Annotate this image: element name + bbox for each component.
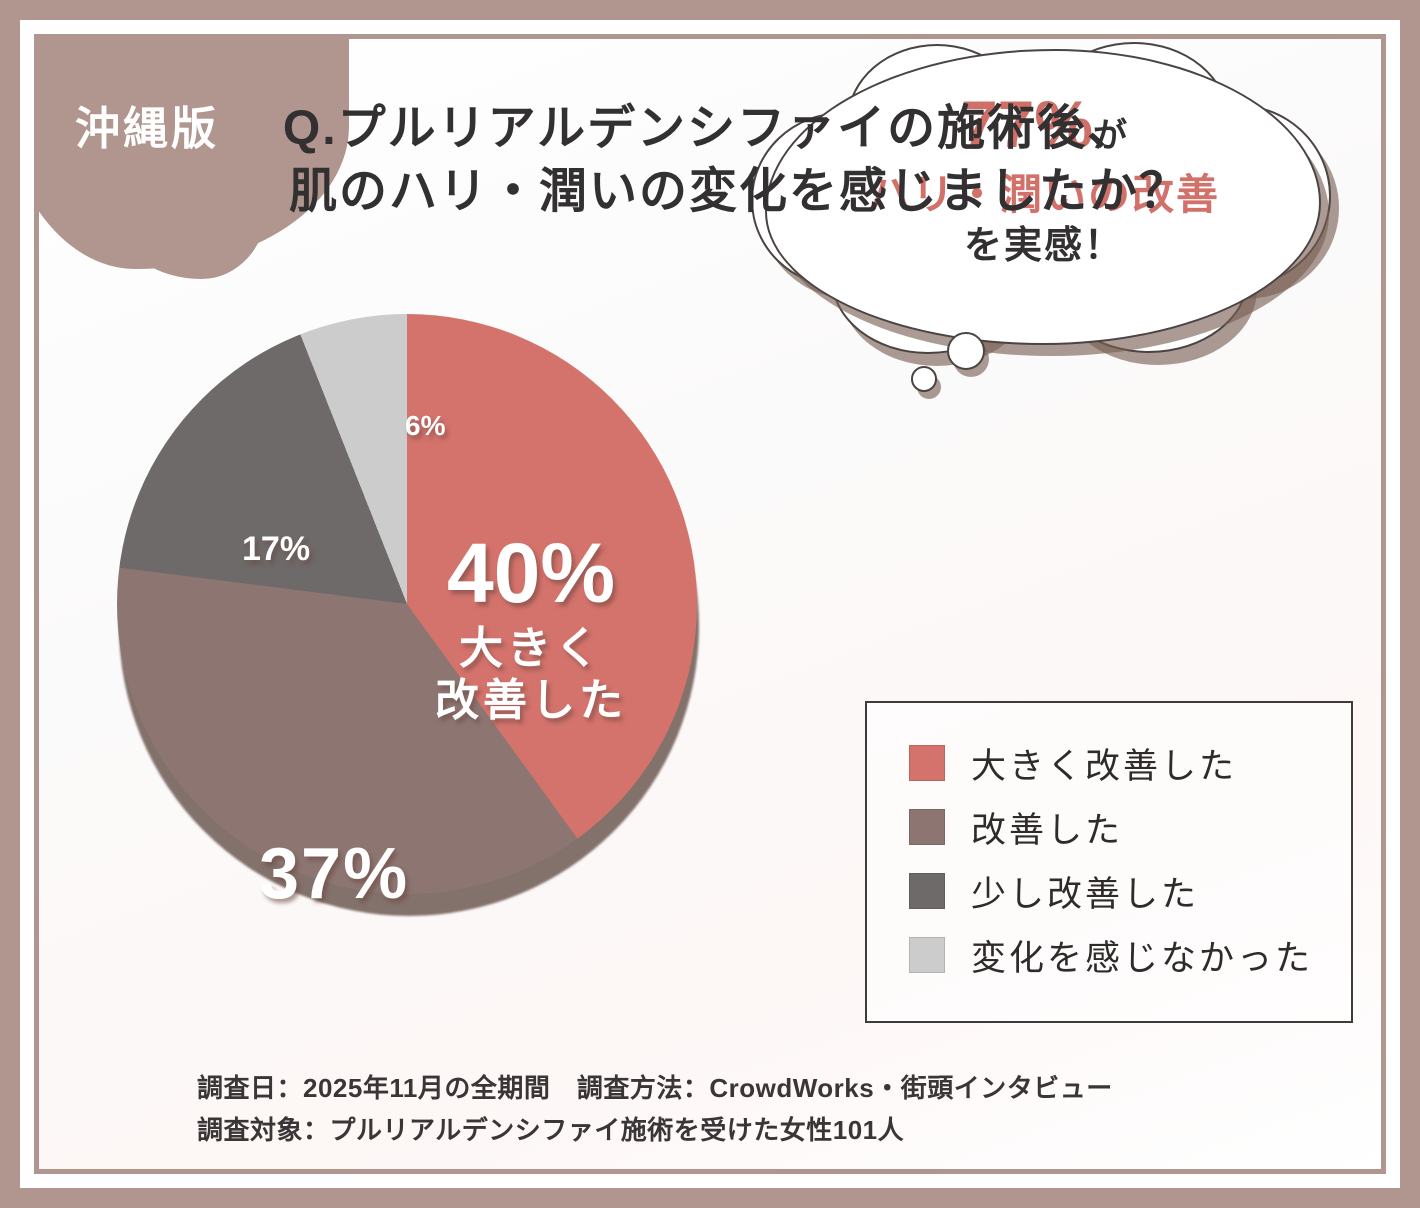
bubble-tail-dot-large	[947, 332, 985, 370]
legend-label-0: 大きく改善した	[971, 746, 1238, 786]
legend-item-1: 改善した	[909, 795, 1351, 859]
highlight-speech-bubble: 77%が ハリ・潤いの改善 を実感！	[739, 39, 1359, 414]
survey-footnote: 調査日：2025年11月の全期間 調査方法：CrowdWorks・街頭インタビュ…	[197, 1067, 1297, 1151]
survey-footnote-line-1: 調査日：2025年11月の全期間 調査方法：CrowdWorks・街頭インタビュ…	[197, 1073, 1113, 1103]
legend-swatch-icon-1	[909, 809, 945, 845]
legend-swatch-icon-3	[909, 937, 945, 973]
bubble-tail-dot-small	[911, 366, 937, 392]
bubble-line-1: 77%が	[739, 82, 1349, 168]
legend-label-1: 改善した	[971, 810, 1124, 850]
pie-slice-value-c: 17%	[242, 530, 311, 568]
legend-item-0: 大きく改善した	[909, 731, 1351, 795]
page-title-line-1: Q.プルリアルデンシファイの施術後、	[282, 102, 1138, 155]
bubble-inner-fill	[777, 74, 1307, 324]
page-title-line-2: 肌のハリ・潤いの変化を感じましたか？	[288, 165, 1189, 219]
legend-label-2: 少し改善した	[971, 874, 1200, 914]
legend-swatch-icon-0	[909, 745, 945, 781]
bubble-line-2: ハリ・潤いの改善	[867, 170, 1220, 218]
legend-label-3: 変化を感じなかった	[971, 938, 1314, 978]
infographic-canvas: 沖縄版 Q.プルリアルデンシファイの施術後、 肌のハリ・潤いの変化を感じましたか…	[39, 39, 1381, 1169]
pie-chart: 40% 大きく 改善した 37% 17% 6%	[117, 314, 717, 934]
bubble-percent-value: 77%	[960, 87, 1094, 161]
chart-legend: 大きく改善した 改善した 少し改善した 変化を感じなかった	[865, 701, 1353, 1023]
legend-item-3: 変化を感じなかった	[909, 923, 1351, 987]
legend-item-2: 少し改善した	[909, 859, 1351, 923]
pie-slice-value-b: 37%	[259, 834, 410, 914]
pie-chart-disc	[117, 314, 697, 894]
pie-slice-value-d: 6%	[405, 410, 446, 441]
pie-slice-label-primary: 40% 大きく 改善した	[435, 524, 627, 727]
pie-slice-sub-a-2: 改善した	[435, 676, 627, 726]
pie-slice-value-a: 40%	[446, 526, 616, 620]
frame-inner-border	[34, 34, 1386, 1174]
bubble-text-block: 77%が ハリ・潤いの改善 を実感！	[739, 82, 1349, 272]
survey-footnote-line-2: 調査対象：プルリアルデンシファイ施術を受けた女性101人	[197, 1115, 905, 1146]
pie-slice-sub-a-1: 大きく	[459, 624, 603, 674]
region-badge-label: 沖縄版	[75, 103, 220, 154]
bubble-percent-suffix: が	[1093, 117, 1128, 155]
page-title: Q.プルリアルデンシファイの施術後、 肌のハリ・潤いの変化を感じましたか？	[39, 97, 1381, 224]
bubble-line-3: を実感！	[963, 225, 1124, 268]
legend-swatch-icon-2	[909, 873, 945, 909]
